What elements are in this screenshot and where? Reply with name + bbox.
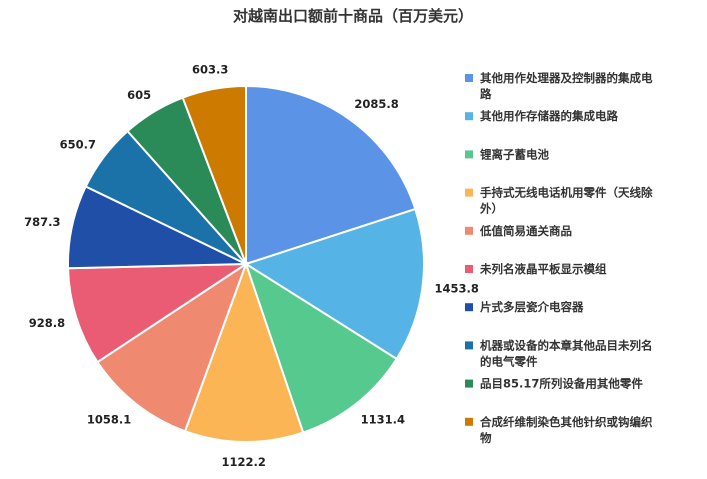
data-label-5: 1058.1 — [87, 412, 131, 426]
legend: 其他用作处理器及控制器的集成电路其他用作存储器的集成电路锂离子蓄电池手持式无线电… — [465, 71, 653, 445]
legend-swatch — [465, 303, 473, 312]
legend-swatch — [465, 265, 473, 273]
legend-swatch — [465, 379, 473, 388]
legend-label: 未列名液晶平板显示模组 — [479, 262, 607, 276]
legend-label: 品目85.17所列设备用其他零件 — [480, 377, 643, 391]
legend-label: 的电气零件 — [480, 354, 538, 368]
legend-label: 物 — [480, 431, 492, 445]
legend-item-7: 片式多层瓷介电容器 — [465, 300, 584, 314]
data-label-3: 1131.4 — [361, 413, 405, 427]
legend-item-3: 锂离子蓄电池 — [465, 147, 549, 161]
pie-slice-1 — [245, 84, 417, 266]
data-label-7: 787.3 — [24, 215, 60, 229]
legend-label: 路 — [480, 87, 492, 101]
data-label-2: 1453.8 — [435, 282, 479, 296]
legend-swatch — [465, 341, 473, 350]
legend-label: 低值简易通关商品 — [479, 224, 572, 238]
data-label-4: 1122.2 — [222, 455, 266, 469]
legend-item-5: 低值简易通关商品 — [465, 224, 572, 238]
legend-label: 锂离子蓄电池 — [480, 147, 549, 161]
legend-label: 手持式无线电话机用零件（天线除 — [480, 186, 653, 200]
data-label-10: 603.3 — [192, 62, 228, 76]
data-labels: 2085.8 1453.8 1131.4 1122.2 1058.1 928.8 787.3… — [24, 62, 479, 469]
chart-title: 对越南出口额前十商品（百万美元） — [233, 7, 473, 25]
pie-slice-4 — [183, 260, 305, 443]
pie-slice-2 — [243, 207, 425, 361]
data-label-8: 650.7 — [60, 138, 96, 152]
data-label-6: 928.8 — [29, 316, 65, 330]
pie-slice-6 — [67, 262, 250, 364]
legend-label: 片式多层瓷介电容器 — [480, 300, 584, 314]
data-label-1: 2085.8 — [354, 97, 398, 111]
legend-item-6: 未列名液晶平板显示模组 — [465, 262, 607, 276]
legend-swatch — [465, 74, 473, 82]
legend-swatch — [465, 150, 473, 159]
legend-swatch — [465, 112, 473, 121]
legend-label: 合成纤维制染色其他针织或钩编织 — [480, 415, 653, 429]
legend-label: 其他用作存储器的集成电路 — [480, 109, 618, 123]
pie-slice-3 — [244, 261, 398, 434]
legend-item-9: 品目85.17所列设备用其他零件 — [465, 377, 643, 391]
legend-item-2: 其他用作存储器的集成电路 — [465, 109, 618, 123]
legend-label: 其他用作处理器及控制器的集成电 — [480, 71, 653, 85]
legend-label: 机器或设备的本章其他品目未列名 — [480, 338, 653, 352]
pie-slice-5 — [96, 261, 248, 433]
pie-slice-10 — [181, 84, 247, 265]
pie-slices — [67, 84, 425, 443]
legend-swatch — [465, 417, 473, 426]
data-label-9: 605 — [127, 88, 151, 102]
legend-label: 外） — [479, 202, 503, 216]
legend-swatch — [465, 188, 473, 197]
legend-swatch — [465, 226, 473, 235]
